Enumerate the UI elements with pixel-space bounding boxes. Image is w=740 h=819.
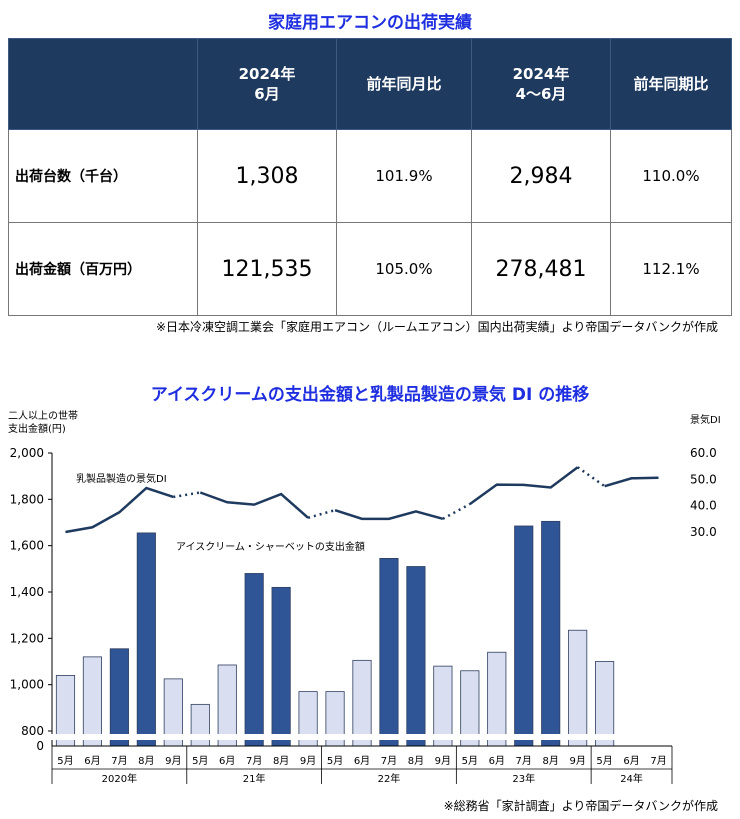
- value-cell: 1,308: [197, 129, 337, 223]
- header-cell: 前年同期比: [610, 38, 732, 130]
- bar: [109, 648, 129, 747]
- header-cell: 2024年 4～6月: [471, 38, 611, 130]
- bar: [541, 520, 561, 747]
- chart-title: アイスクリームの支出金額と乳製品製造の景気 DI の推移: [150, 385, 590, 405]
- month-label: 6月: [623, 755, 639, 767]
- di-line-segment: [199, 491, 309, 519]
- axis-break: [46, 734, 680, 740]
- bar: [568, 629, 588, 747]
- year-label: 23年: [512, 772, 535, 785]
- left-tick-label: 1,400: [10, 585, 44, 599]
- month-label: 6月: [84, 755, 100, 767]
- month-label: 5月: [596, 755, 612, 767]
- month-label: 7月: [246, 755, 262, 767]
- table-source-note: ※日本冷凍空調工業会「家庭用エアコン（ルームエアコン）国内出荷実績」より帝国デー…: [155, 320, 718, 334]
- value-cell: 278,481: [471, 222, 611, 316]
- year-label: 22年: [378, 772, 401, 785]
- month-label: 7月: [650, 755, 666, 767]
- left-tick-label: 1,000: [10, 678, 44, 692]
- left-tick-label: 800: [21, 724, 44, 738]
- left-tick-label: 0: [36, 739, 44, 753]
- left-axis-label: 二人以上の世帯: [8, 409, 78, 422]
- header-2024-apr-jun: 2024年 4～6月: [512, 64, 570, 103]
- bar: [406, 566, 426, 747]
- month-label: 8月: [138, 755, 154, 767]
- header-cell: 2024年 6月: [197, 38, 337, 130]
- month-label: 8月: [543, 755, 559, 767]
- month-label: 6月: [219, 755, 235, 767]
- header-row: 2024年 6月 前年同月比 2024年 4～6月 前年同期比: [8, 38, 732, 130]
- bar: [595, 661, 615, 747]
- value-cell: 2,984: [471, 129, 611, 223]
- row-label: 出荷台数（千台）: [8, 129, 198, 223]
- row-label: 出荷金額（百万円）: [8, 222, 198, 316]
- month-label: 6月: [354, 755, 370, 767]
- value-cell: 101.9%: [336, 129, 472, 223]
- bar: [217, 664, 237, 747]
- bar: [352, 659, 372, 747]
- bar: [487, 651, 507, 747]
- bar: [244, 573, 264, 747]
- di-line-gap: [307, 508, 336, 519]
- year-label: 24年: [620, 772, 643, 785]
- header-cell: [8, 38, 198, 130]
- header-cell: 前年同月比: [336, 38, 472, 130]
- di-line-segment: [604, 476, 659, 488]
- table-row: 出荷台数（千台） 1,308 101.9% 2,984 110.0%: [8, 129, 732, 223]
- bar: [379, 558, 399, 747]
- chart-source-note: ※総務省「家計調査」より帝国データバンクが作成: [443, 799, 718, 813]
- value-cell: 121,535: [197, 222, 337, 316]
- di-line-segment: [65, 486, 174, 534]
- right-tick-label: 30.0: [690, 525, 717, 539]
- month-label: 7月: [516, 755, 532, 767]
- header-2024-jun: 2024年 6月: [238, 64, 296, 103]
- month-label: 8月: [273, 755, 289, 767]
- month-label: 5月: [327, 755, 343, 767]
- di-line-gap: [173, 491, 201, 499]
- month-label: 9月: [300, 755, 316, 767]
- left-axis-label: 支出金額(円): [8, 422, 66, 435]
- left-tick-label: 1,800: [10, 492, 44, 506]
- bar: [82, 656, 102, 747]
- value-cell: 105.0%: [336, 222, 472, 316]
- value-cell: 110.0%: [610, 129, 732, 223]
- month-label: 7月: [381, 755, 397, 767]
- table-title: 家庭用エアコンの出荷実績: [268, 13, 472, 33]
- di-line-segment: [469, 466, 579, 506]
- left-tick-label: 1,600: [10, 539, 44, 553]
- month-label: 9月: [435, 755, 451, 767]
- month-label: 7月: [111, 755, 127, 767]
- table-row: 出荷金額（百万円） 121,535 105.0% 278,481 112.1%: [8, 222, 732, 316]
- di-series-label: 乳製品製造の景気DI: [76, 472, 167, 485]
- month-label: 8月: [408, 755, 424, 767]
- value-cell: 112.1%: [610, 222, 732, 316]
- bar: [271, 586, 291, 747]
- right-axis-label: 景気DI: [690, 413, 721, 426]
- year-label: 21年: [243, 772, 266, 785]
- month-label: 6月: [489, 755, 505, 767]
- left-tick-label: 1,200: [10, 631, 44, 645]
- month-label: 9月: [165, 755, 181, 767]
- month-label: 5月: [192, 755, 208, 767]
- month-label: 5月: [462, 755, 478, 767]
- right-tick-label: 60.0: [690, 446, 717, 460]
- right-tick-label: 40.0: [690, 499, 717, 513]
- month-label: 5月: [57, 755, 73, 767]
- di-line-gap: [442, 502, 471, 520]
- year-label: 2020年: [102, 772, 137, 785]
- bar: [514, 525, 534, 747]
- left-tick-label: 2,000: [10, 446, 44, 460]
- di-line-segment: [334, 508, 444, 521]
- month-label: 9月: [569, 755, 585, 767]
- di-line-gap: [576, 466, 606, 488]
- shipment-table: 2024年 6月 前年同月比 2024年 4～6月 前年同期比 出荷台数（千台） 1…: [8, 38, 732, 316]
- bar-series-label: アイスクリーム・シャーベットの支出金額: [176, 540, 365, 553]
- bar: [136, 532, 156, 747]
- right-tick-label: 50.0: [690, 472, 717, 486]
